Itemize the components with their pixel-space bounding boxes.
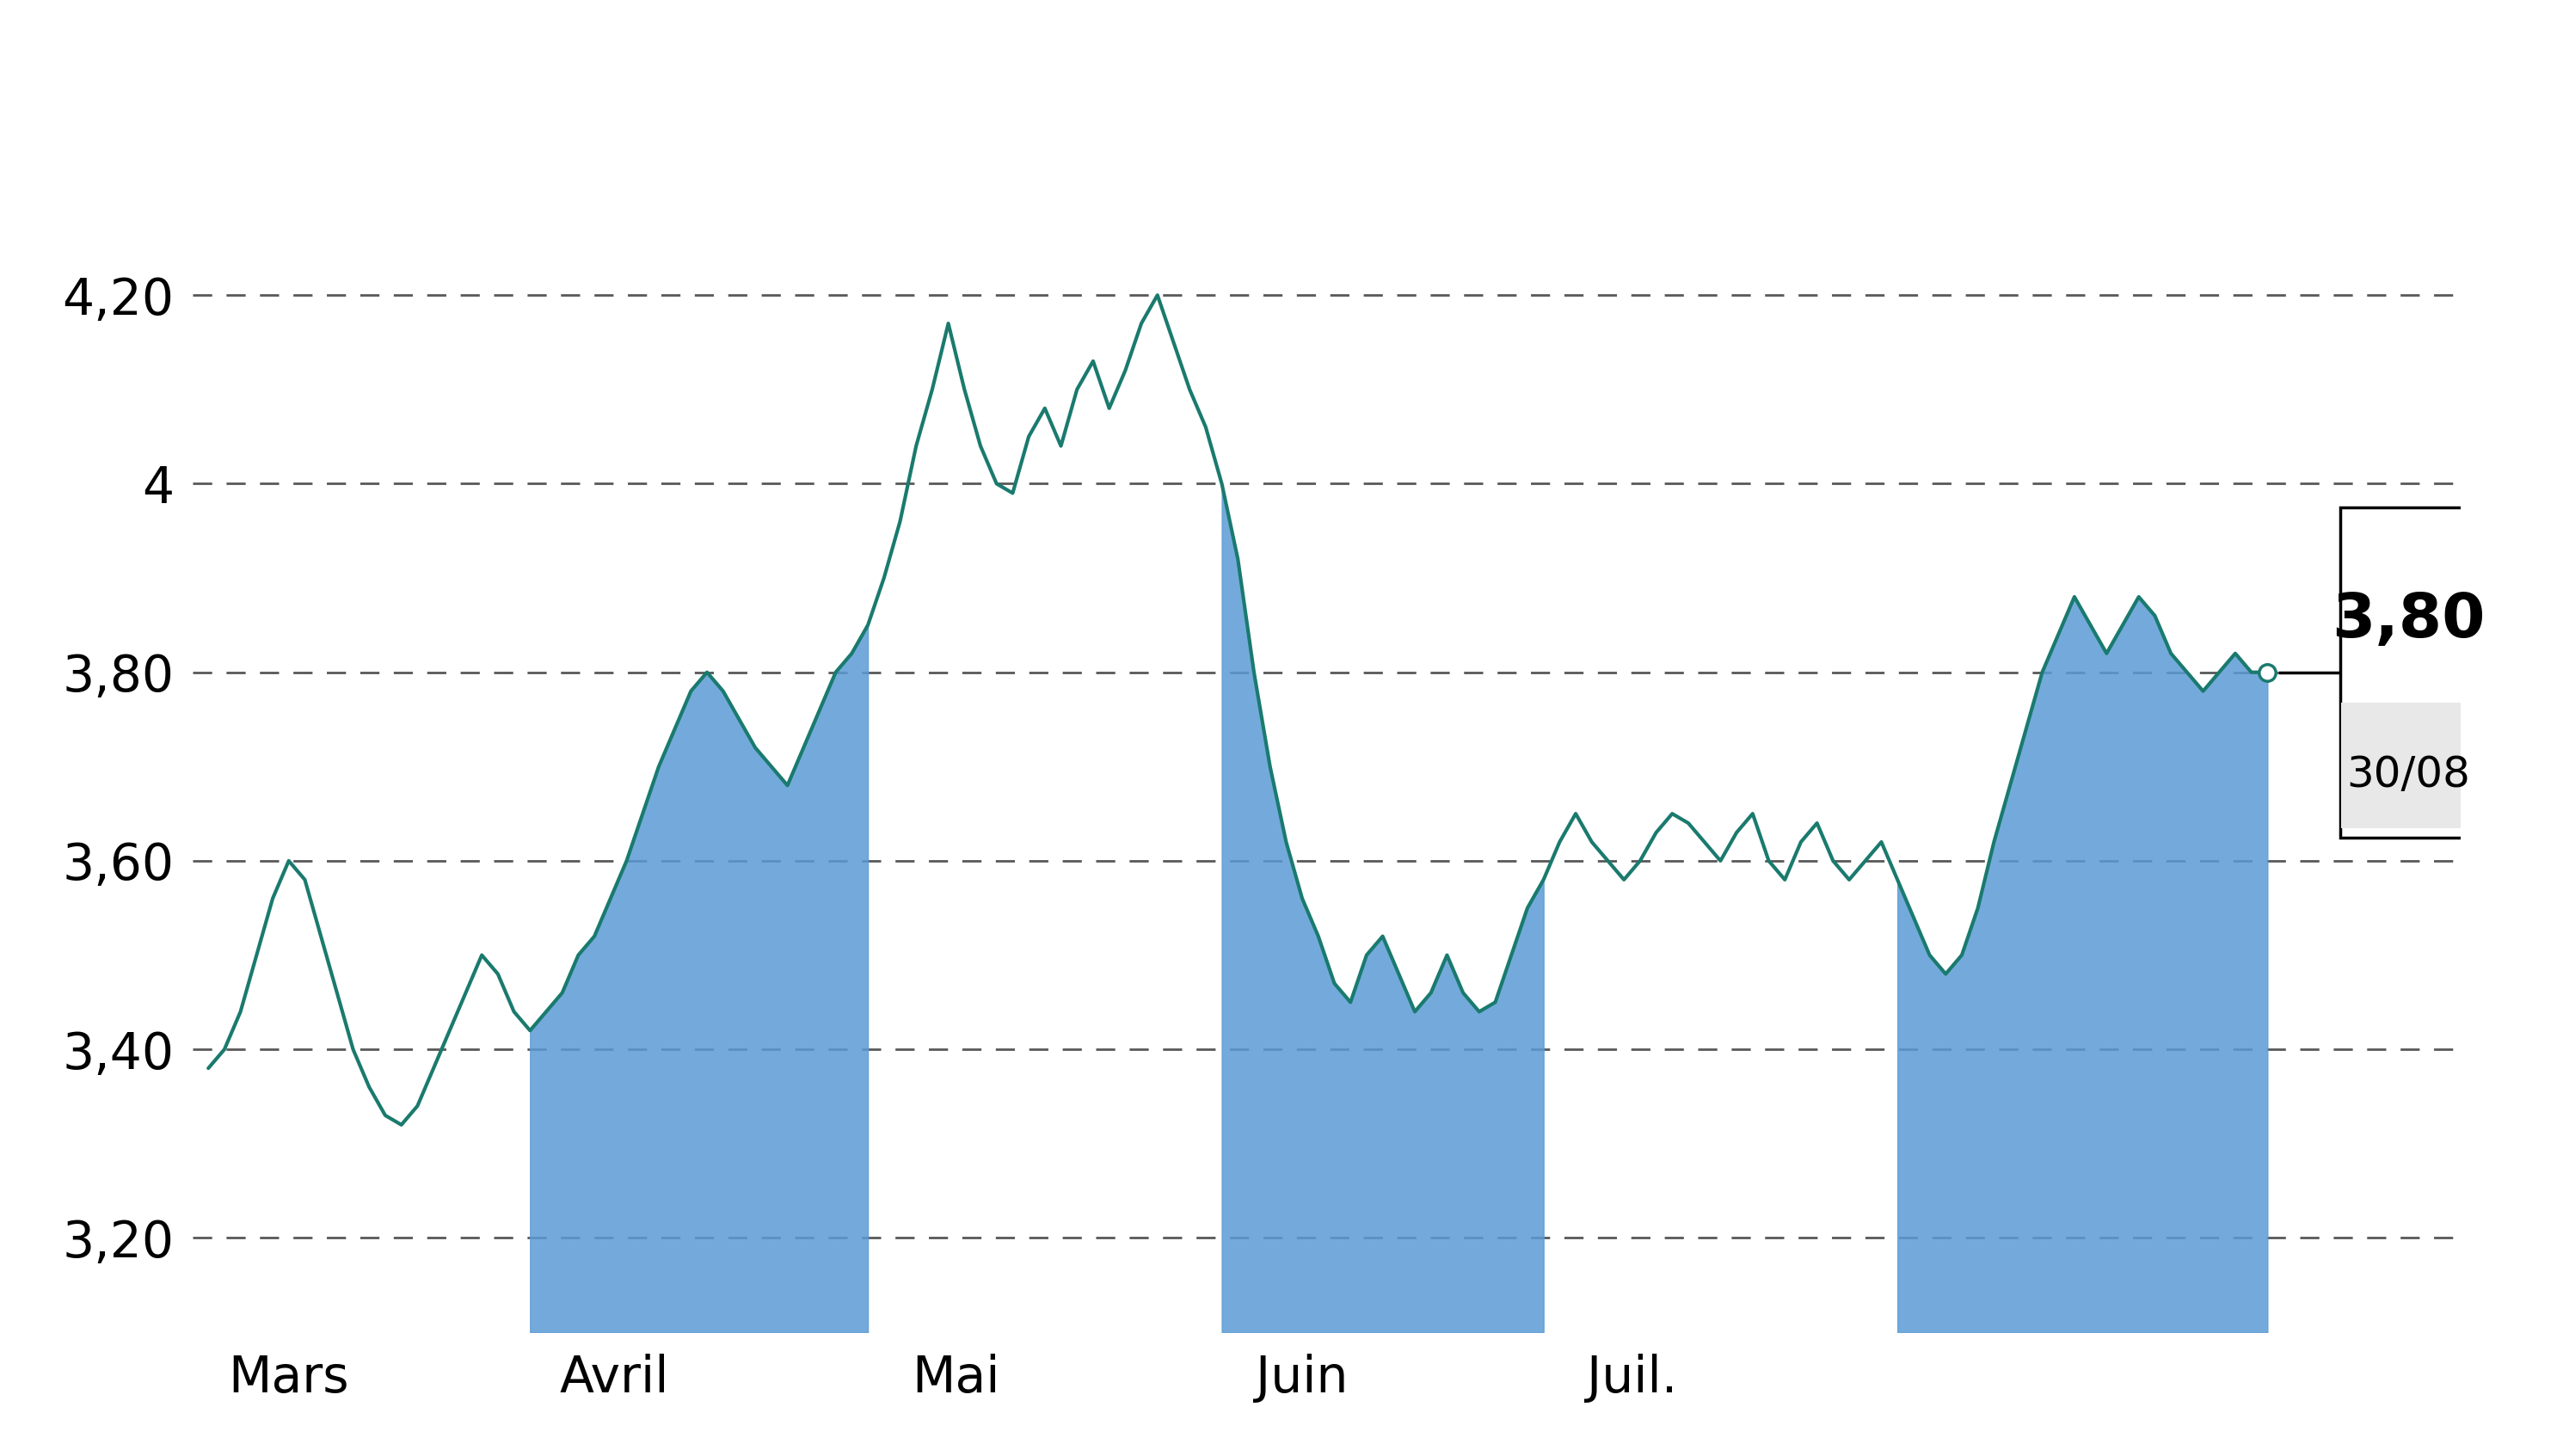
FancyBboxPatch shape [2343,702,2476,828]
Text: 3,80: 3,80 [2332,591,2486,649]
Text: Borussia Dortmund GmbH & Co KGaA: Borussia Dortmund GmbH & Co KGaA [277,32,2286,125]
FancyBboxPatch shape [2340,507,2476,837]
Text: 30/08: 30/08 [2345,754,2471,795]
